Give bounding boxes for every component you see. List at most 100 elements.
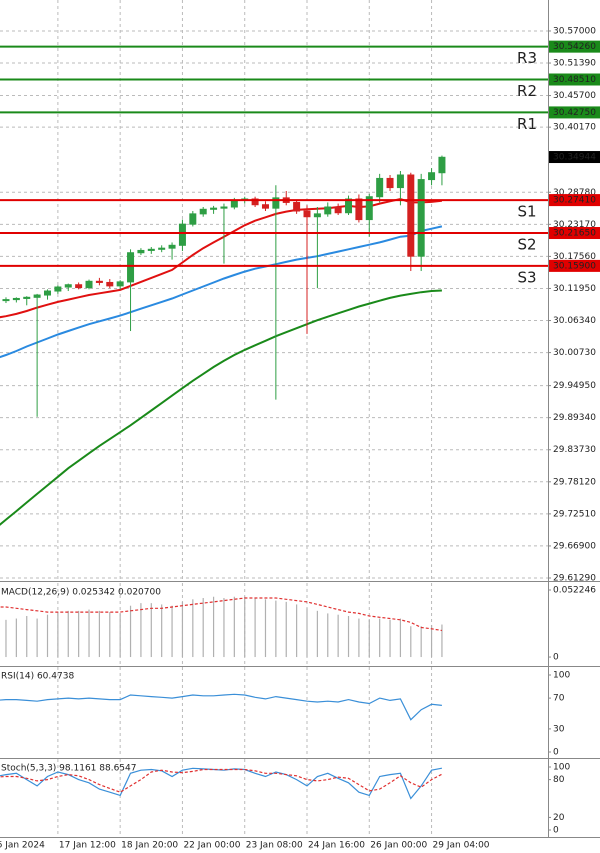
- candle-body: [158, 247, 166, 250]
- candle-body: [407, 174, 415, 257]
- candle-body: [313, 213, 321, 218]
- y-tick-label: 30.51390: [553, 59, 596, 69]
- level-price-label: 30.27410: [553, 196, 596, 206]
- level-price-box: [549, 73, 600, 86]
- level-price-box: [549, 259, 600, 272]
- y-tick-label: 30.23170: [553, 220, 596, 230]
- candle-body: [44, 290, 51, 296]
- level-price-label: 30.21650: [553, 229, 596, 239]
- candle-body: [396, 174, 404, 189]
- candle-body: [210, 207, 218, 210]
- candle-body: [2, 299, 10, 302]
- y-tick-label: 0: [553, 747, 559, 757]
- indicator-line: [0, 768, 443, 793]
- indicator-line: [0, 289, 442, 526]
- level-name: S3: [517, 268, 536, 286]
- candle-body: [95, 280, 103, 283]
- x-tick-label: 24 Jan 16:00: [308, 841, 365, 851]
- x-tick-label: 18 Jan 20:00: [121, 841, 178, 851]
- candle-body: [23, 296, 31, 299]
- candle-body: [334, 206, 342, 214]
- y-tick-label: 30.45700: [553, 91, 596, 101]
- level-price-label: 30.48510: [553, 75, 596, 85]
- level-price-box: [549, 194, 600, 207]
- candle-body: [85, 280, 93, 289]
- candle-body: [12, 297, 20, 301]
- candle-body: [189, 213, 197, 225]
- candle-body: [272, 197, 280, 209]
- candle-body: [127, 252, 135, 283]
- candle-body: [428, 172, 436, 181]
- level-price-label: 30.54260: [553, 42, 596, 52]
- y-tick-label: 80: [553, 775, 565, 785]
- candle-body: [230, 199, 238, 208]
- candle-body: [220, 206, 228, 209]
- y-tick-label: 0: [553, 653, 559, 663]
- y-tick-label: 30.17560: [553, 252, 596, 262]
- indicator-label: MACD(12,26,9) 0.025342 0.020700: [1, 588, 161, 598]
- indicator-line: [0, 693, 442, 721]
- y-tick-label: 30.40170: [553, 123, 596, 133]
- y-tick-label: 70: [553, 694, 565, 704]
- y-tick-label: 0: [553, 826, 559, 836]
- current-price-label: 30.34944: [553, 153, 596, 163]
- candle-body: [147, 248, 155, 251]
- level-name: R3: [517, 49, 537, 67]
- y-tick-label: 30.11950: [553, 284, 596, 294]
- level-name: R2: [517, 82, 537, 100]
- candle-body: [324, 206, 332, 215]
- y-tick-label: 29.89340: [553, 413, 596, 423]
- candle-body: [33, 294, 41, 298]
- candle-body: [178, 223, 186, 246]
- level-price-box: [549, 40, 600, 53]
- y-tick-label: 30.57000: [553, 26, 596, 36]
- candle-body: [293, 201, 301, 212]
- y-tick-label: 29.78120: [553, 477, 596, 487]
- candle-body: [345, 198, 353, 214]
- candle-body: [137, 249, 145, 254]
- x-tick-label: 23 Jan 08:00: [246, 841, 303, 851]
- candle-body: [365, 196, 373, 221]
- candle-body: [251, 198, 259, 206]
- y-tick-label: 30.28780: [553, 188, 596, 198]
- y-tick-label: 30.06340: [553, 316, 596, 326]
- y-tick-label: 100: [553, 763, 570, 773]
- level-name: S1: [517, 203, 536, 221]
- y-tick-label: 29.94950: [553, 381, 596, 391]
- y-tick-label: 29.83730: [553, 445, 596, 455]
- y-tick-label: 100: [553, 671, 570, 681]
- candle-body: [54, 286, 62, 292]
- indicator-label: RSI(14) 60.4738: [1, 672, 74, 682]
- x-tick-label: 6 Jan 2024: [0, 841, 45, 851]
- x-tick-label: 29 Jan 04:00: [433, 841, 490, 851]
- candle-body: [64, 284, 72, 288]
- x-tick-label: 26 Jan 00:00: [370, 841, 427, 851]
- y-tick-label: 20: [553, 813, 565, 823]
- level-price-label: 30.15900: [553, 261, 596, 271]
- level-price-box: [549, 227, 600, 240]
- candle-body: [261, 204, 269, 209]
- level-name: S2: [517, 236, 536, 254]
- y-tick-label: 30.00730: [553, 348, 596, 358]
- candle-body: [199, 208, 207, 215]
- current-price-box: [549, 151, 600, 164]
- candle-body: [303, 210, 311, 218]
- level-price-box: [549, 106, 600, 119]
- candle-body: [106, 281, 114, 287]
- y-tick-label: 29.61290: [553, 573, 596, 583]
- y-tick-label: 29.72510: [553, 509, 596, 519]
- y-tick-label: 30: [553, 724, 565, 734]
- x-tick-label: 22 Jan 00:00: [183, 841, 240, 851]
- candle-body: [355, 198, 363, 221]
- candle-body: [116, 281, 124, 287]
- level-price-label: 30.42750: [553, 108, 596, 118]
- candle-body: [417, 179, 425, 257]
- y-tick-label: 0.052246: [553, 585, 596, 595]
- indicator-line: [0, 767, 443, 800]
- candle-body: [386, 177, 394, 189]
- x-tick-label: 17 Jan 12:00: [59, 841, 116, 851]
- candle-body: [168, 244, 176, 249]
- level-name: R1: [517, 115, 537, 133]
